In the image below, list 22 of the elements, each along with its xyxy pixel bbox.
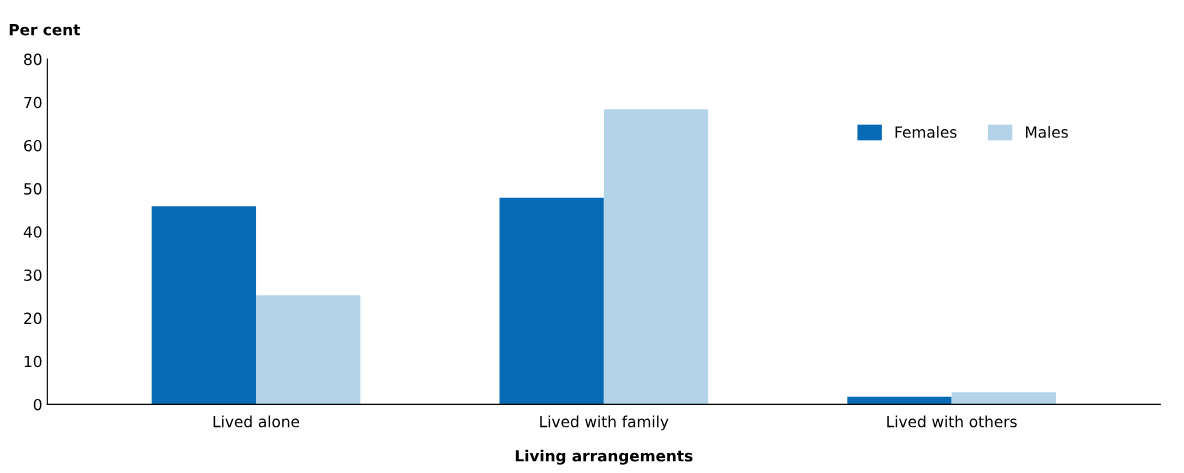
y-tick-label: 80 bbox=[24, 53, 42, 66]
y-tick-label: 10 bbox=[24, 355, 42, 368]
bar bbox=[499, 197, 604, 405]
x-axis-title: Living arrangements bbox=[515, 449, 693, 465]
y-tick-label: 40 bbox=[23, 226, 42, 238]
x-tick-label: Lived alone bbox=[213, 415, 300, 428]
bar bbox=[151, 206, 257, 405]
x-tick-label: Lived with others bbox=[887, 415, 1017, 428]
legend-label: Females bbox=[895, 126, 957, 138]
y-tick-label: 50 bbox=[24, 183, 42, 195]
x-tick-label: Lived with family bbox=[540, 415, 669, 431]
bar bbox=[256, 295, 361, 405]
bar bbox=[603, 109, 709, 405]
y-axis-title: Per cent bbox=[9, 24, 81, 36]
legend-label: Males bbox=[1026, 126, 1068, 138]
bar bbox=[847, 396, 952, 405]
y-tick-label: 20 bbox=[24, 312, 42, 325]
bar bbox=[951, 392, 1056, 405]
y-tick-label: 30 bbox=[24, 269, 42, 281]
y-tick-label: 60 bbox=[24, 139, 42, 152]
y-tick-label: 70 bbox=[24, 96, 42, 109]
y-tick-label: 0 bbox=[33, 398, 42, 411]
